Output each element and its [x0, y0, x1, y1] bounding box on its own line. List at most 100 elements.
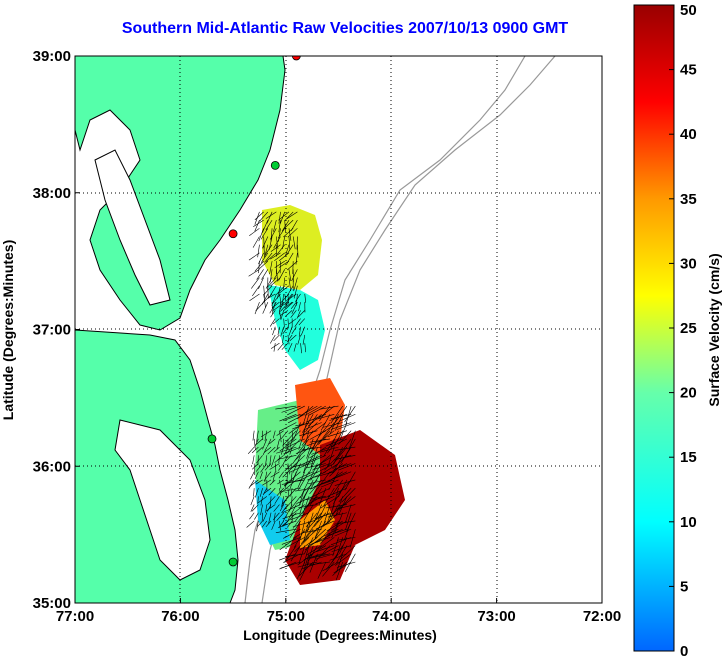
velocity-arrow [327, 447, 335, 467]
velocity-arrow [297, 334, 301, 345]
velocity-arrow [290, 310, 297, 318]
velocity-arrow [269, 269, 273, 283]
velocity-arrow [261, 520, 268, 528]
velocity-arrow [324, 455, 339, 471]
velocity-arrow [254, 438, 259, 448]
colorbar-tick-label: 40 [680, 126, 697, 143]
velocity-arrow [322, 561, 335, 577]
velocity-arrow [322, 561, 339, 572]
velocity-arrow [278, 269, 286, 281]
velocity-arrow [337, 438, 352, 457]
velocity-arrow [318, 422, 331, 438]
velocity-arrow [268, 487, 276, 496]
velocity-arrow [287, 496, 301, 513]
velocity-arrow [309, 446, 327, 459]
velocity-arrow [333, 446, 348, 464]
velocity-arrow [261, 269, 269, 280]
velocity-arrow [311, 487, 331, 498]
velocity-arrow [296, 438, 310, 455]
velocity-arrow [286, 334, 293, 343]
velocity-arrow [271, 301, 280, 308]
velocity-arrow [290, 545, 301, 562]
velocity-arrow [337, 537, 356, 541]
velocity-arrow [335, 561, 343, 581]
velocity-arrow [313, 512, 327, 527]
velocity-arrow [320, 479, 339, 488]
velocity-arrow [337, 455, 356, 460]
velocity-arrow [271, 293, 281, 305]
velocity-arrow [298, 302, 301, 312]
velocity-arrow [278, 285, 290, 294]
velocity-arrow [265, 219, 273, 231]
velocity-arrow [277, 326, 280, 336]
velocity-arrow [267, 277, 277, 287]
velocity-arrow [263, 487, 272, 494]
velocity-arrow [276, 512, 284, 522]
colorbar-tick-label: 0 [680, 643, 688, 659]
x-tick-label: 73:00 [477, 608, 515, 625]
velocity-arrow [290, 219, 298, 231]
velocity-arrow [344, 405, 356, 423]
velocity-arrow [270, 228, 273, 242]
velocity-arrow [302, 455, 322, 465]
velocity-arrow [288, 318, 297, 325]
velocity-arrow [286, 252, 294, 265]
velocity-arrow [309, 487, 322, 506]
velocity-arrow [280, 561, 301, 569]
velocity-arrow [282, 512, 289, 522]
velocity-arrow [273, 236, 281, 249]
velocity-arrow [314, 520, 322, 539]
velocity-arrow [282, 236, 286, 250]
velocity-arrow [340, 422, 348, 440]
velocity-arrow [254, 512, 259, 520]
velocity-arrow [283, 277, 286, 290]
velocity-arrow [303, 504, 314, 521]
velocity-arrow [306, 512, 314, 533]
velocity-arrow [348, 430, 356, 449]
velocity-arrow [269, 438, 276, 445]
velocity-arrow [270, 252, 281, 260]
colorbar-tick-label: 30 [680, 255, 697, 272]
velocity-arrow [263, 236, 265, 249]
station-marker [270, 160, 280, 170]
velocity-arrow [267, 446, 276, 455]
velocity-arrow [282, 334, 284, 344]
velocity-arrow [279, 520, 281, 531]
velocity-arrow [255, 463, 263, 472]
velocity-arrow [246, 520, 255, 528]
velocity-arrow [279, 504, 284, 512]
velocity-arrow [310, 528, 327, 544]
velocity-arrow [263, 244, 266, 258]
velocity-arrow [334, 520, 356, 525]
velocity-arrow [293, 277, 298, 291]
velocity-arrow [253, 438, 256, 450]
velocity-arrow [299, 520, 306, 540]
velocity-arrow [327, 430, 348, 437]
velocity-arrow [248, 269, 260, 277]
velocity-arrow [291, 326, 297, 335]
velocity-arrow [306, 438, 314, 459]
velocity-arrow [289, 334, 297, 342]
velocity-arrow [256, 455, 263, 464]
velocity-arrow [317, 561, 327, 579]
velocity-arrow [262, 219, 269, 233]
colorbar-tick-label: 45 [680, 62, 697, 79]
velocity-arrow [301, 446, 322, 451]
velocity-arrow [302, 561, 322, 569]
velocity-arrow [281, 342, 289, 350]
velocity-arrow [336, 553, 344, 573]
velocity-arrow [308, 545, 327, 557]
velocity-arrow [262, 479, 272, 486]
velocity-arrow [287, 520, 293, 528]
velocity-arrow [307, 537, 326, 547]
velocity-arrow [305, 512, 318, 528]
velocity-arrow [295, 293, 301, 303]
velocity-arrow [278, 260, 290, 268]
velocity-arrow [322, 463, 339, 474]
velocity-arrow [248, 479, 255, 489]
velocity-arrow [265, 211, 277, 219]
velocity-arrow [323, 438, 335, 457]
velocity-arrow [264, 252, 273, 263]
velocity-arrow [287, 334, 290, 345]
velocity-arrow [276, 446, 297, 454]
